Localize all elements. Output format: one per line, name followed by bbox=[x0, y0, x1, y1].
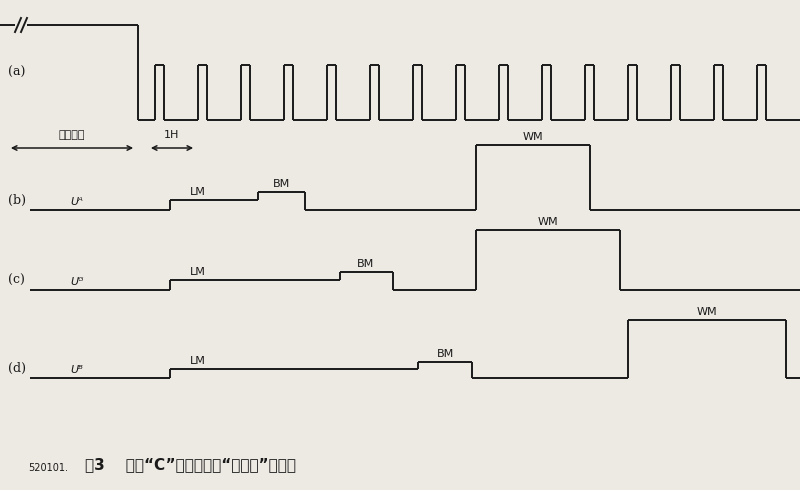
Text: 1H: 1H bbox=[164, 130, 180, 140]
Text: (c): (c) bbox=[8, 274, 25, 287]
Text: Uᴬ: Uᴬ bbox=[70, 197, 83, 207]
Text: WM: WM bbox=[538, 217, 558, 227]
Text: LM: LM bbox=[190, 356, 206, 366]
Text: WM: WM bbox=[697, 307, 718, 317]
Text: BM: BM bbox=[272, 179, 290, 189]
Text: (d): (d) bbox=[8, 362, 26, 375]
Text: LM: LM bbox=[190, 187, 206, 197]
Text: Uᴳ: Uᴳ bbox=[70, 277, 83, 287]
Text: BM: BM bbox=[436, 349, 454, 359]
Text: WM: WM bbox=[522, 132, 543, 142]
Text: Uᴮ: Uᴮ bbox=[70, 365, 83, 375]
Text: (a): (a) bbox=[8, 66, 26, 79]
Text: LM: LM bbox=[190, 267, 206, 277]
Text: BM: BM bbox=[358, 259, 374, 269]
Text: (b): (b) bbox=[8, 194, 26, 207]
Text: 场消隐期: 场消隐期 bbox=[58, 130, 86, 140]
Text: 图3    康佳“C”型机白平衡“时分制”检测图: 图3 康佳“C”型机白平衡“时分制”检测图 bbox=[85, 458, 296, 472]
Text: 520101.: 520101. bbox=[28, 463, 68, 473]
